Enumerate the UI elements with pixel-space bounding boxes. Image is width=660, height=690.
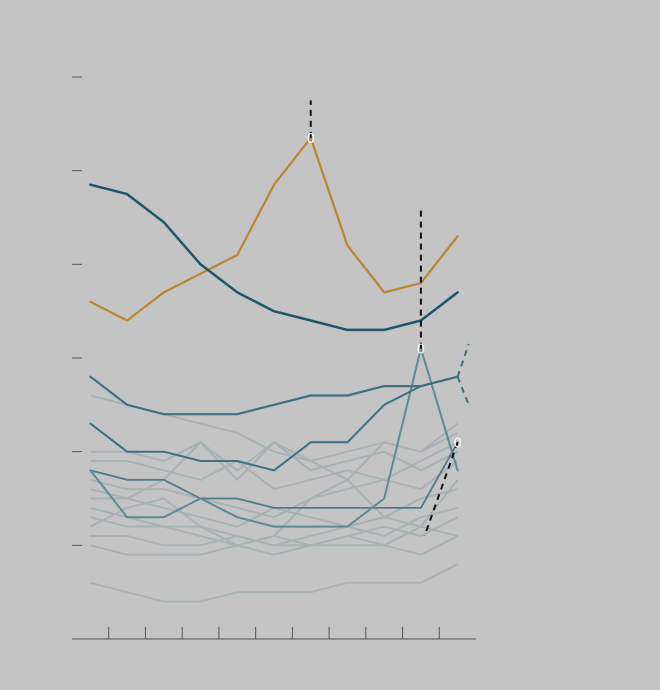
highlight-series-line (89, 183, 459, 332)
annotation-label: 0 (307, 132, 315, 147)
highlight-series-line (89, 347, 459, 528)
background-series-line (89, 478, 459, 547)
x-axis (72, 627, 476, 640)
highlight-series (89, 136, 459, 528)
annotation-label: 0 (453, 436, 461, 451)
y-axis (72, 76, 82, 546)
background-series-line (90, 525, 458, 547)
background-series-line (90, 441, 459, 491)
highlight-series-line (89, 375, 459, 472)
background-series (89, 394, 459, 603)
highlight-series-line (89, 441, 459, 509)
background-series-line (90, 535, 459, 556)
annotation-label: 0 (417, 343, 425, 358)
dashed-extension-line (456, 376, 470, 406)
dashed-extension-line (456, 343, 470, 378)
annotation-dashed-line (423, 441, 459, 537)
highlight-series-line (89, 136, 459, 322)
background-series-line (90, 563, 459, 603)
background-series-line (90, 460, 459, 519)
highlight-series-line (89, 375, 459, 416)
annotations: 0 0 0 (307, 100, 470, 537)
